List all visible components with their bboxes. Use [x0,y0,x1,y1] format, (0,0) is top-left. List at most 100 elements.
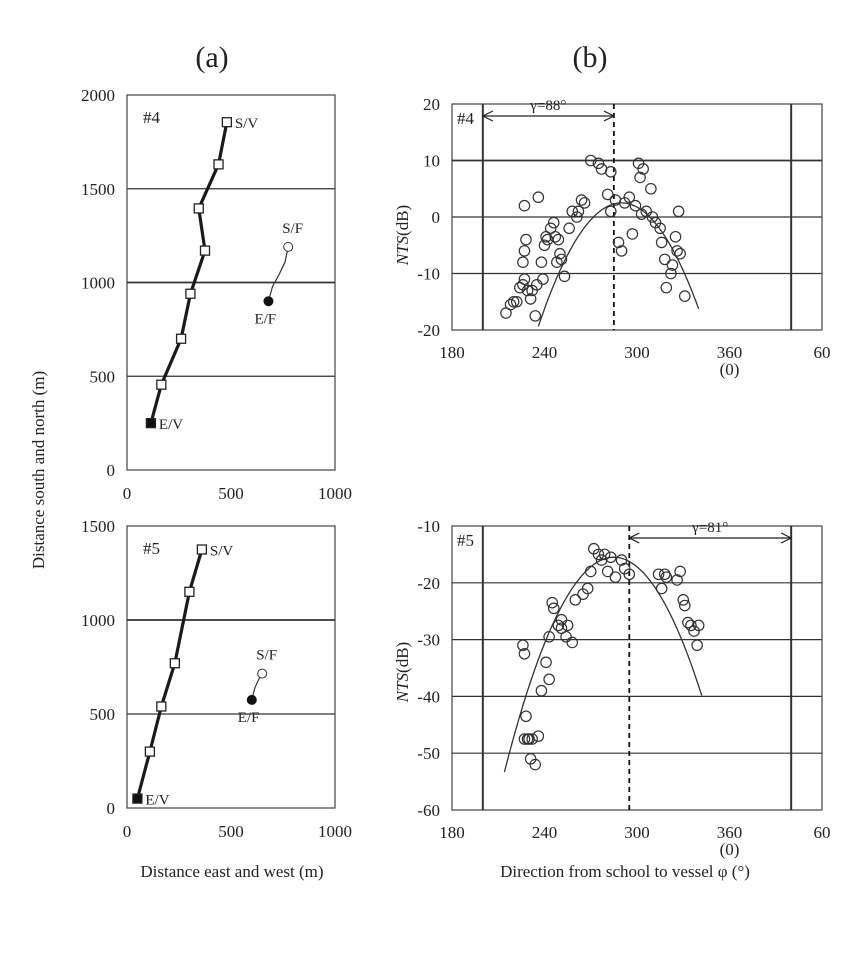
data-point [547,602,560,615]
data-point [692,619,705,632]
data-point [517,256,529,268]
data-point [674,565,686,578]
data-point [652,568,665,581]
fish-start-marker [257,668,268,679]
x-tick-label: 180 [439,343,465,362]
data-point [520,233,532,246]
data-point [660,281,673,294]
chart-tag: #5 [143,539,160,558]
data-point [601,565,614,578]
x-tick-label: 0 [123,484,132,503]
data-point [623,191,636,204]
data-point [674,247,686,260]
label-end-vessel: E/V [159,417,183,433]
chart-a5: 0 500 1000 1500 0 500 1000 #5 S/V E/V S/F E/F [81,517,352,841]
chart-b5: -60 -50 -40 -30 -20 -10 180 240 300 360 60 (0) #5 γ=8… [417,517,830,859]
x-tick-label: 360 [717,343,743,362]
x-tick-label: 360 [717,823,743,842]
gamma-arrow-left-head [481,110,494,122]
data-point [524,293,537,305]
fish-track-line [267,246,289,302]
data-point [529,758,542,771]
chart-a4: 0 500 1000 1500 2000 0 500 1000 #4 S/V E/V S/F E/F [81,86,352,503]
chart-tag: #4 [143,108,161,127]
y-tick-label: 1500 [81,180,115,199]
data-point [604,205,617,218]
y-tick-label: 500 [90,367,116,386]
x-tick-label: 240 [532,343,558,362]
vessel-track-marker [184,586,195,597]
data-point [543,630,555,643]
y-tick-label: 2000 [81,86,115,105]
data-point [672,205,685,218]
vessel-track-marker [144,746,156,757]
data-point [575,194,588,206]
b5-ylabel: NTS(dB) [393,642,412,703]
y-tick-label: 1500 [81,517,115,536]
data-point [655,236,668,249]
x-tick-sublabel: (0) [720,840,740,859]
data-point [518,647,531,660]
y-tick-label: -10 [417,517,440,536]
a-ylabel: Distance south and north (m) [29,371,48,569]
data-point [529,310,542,322]
data-point [658,253,671,266]
y-tick-label: -40 [417,687,440,706]
gamma-arrow-right-head [603,110,616,122]
y-tick-label: 0 [432,208,441,227]
data-point [578,197,591,209]
fitted-curve [537,202,700,327]
data-point [504,298,517,311]
y-tick-label: -10 [417,265,440,284]
vessel-track-marker [199,245,211,256]
vessel-track-marker [193,203,204,214]
data-point [637,163,649,175]
label-start-fish: S/F [282,221,303,237]
fish-end-marker [263,296,274,307]
label-end-fish: E/F [238,710,260,726]
data-point [561,619,574,632]
y-tick-label: 500 [90,705,116,724]
data-point [615,245,628,257]
data-point [654,222,666,235]
data-point [592,548,605,561]
panel-b-label: (b) [573,41,608,74]
data-point [601,188,614,201]
data-point [678,599,691,612]
data-point [682,616,694,629]
vessel-end-marker [132,793,143,804]
y-tick-label: -30 [417,631,440,650]
x-tick-label: 1000 [318,822,352,841]
data-point [569,594,582,606]
b5-ylabel-italic: NTS [393,672,412,703]
data-point [660,571,673,583]
data-point [555,253,568,266]
data-point [554,247,566,260]
data-point [563,222,575,235]
data-point [518,245,531,257]
x-tick-label: 300 [624,823,650,842]
data-point [547,216,560,229]
data-point [669,230,682,243]
data-point [615,554,628,566]
x-tick-label: 500 [218,484,244,503]
data-point [518,733,531,745]
b5-ylabel-rest: (dB) [393,642,412,673]
data-point [538,239,551,252]
vessel-track-line [149,121,229,424]
chart-tag: #4 [457,109,475,128]
data-point [535,256,548,268]
vessel-track-marker [156,701,167,712]
vessel-track-marker [185,288,196,299]
data-point [546,596,559,609]
data-point [566,636,579,649]
data-point [646,211,659,223]
data-point [540,656,552,669]
fish-start-marker [283,241,294,252]
data-point [604,551,617,564]
a-xlabel: Distance east and west (m) [140,862,323,881]
data-point [543,673,555,686]
data-point [612,236,625,249]
data-point [581,582,594,595]
y-tick-label: 1000 [81,274,115,293]
